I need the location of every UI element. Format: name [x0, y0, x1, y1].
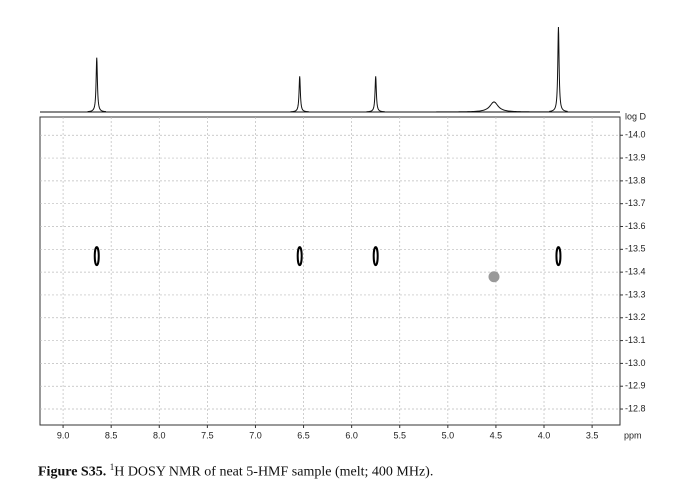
y-tick-label: -14.0	[625, 130, 646, 140]
cross-peak	[372, 246, 379, 267]
cross-peak	[296, 246, 303, 267]
projection-peak	[290, 76, 309, 113]
cross-peak	[93, 246, 100, 267]
plot-frame	[39, 116, 621, 426]
chart: log D ppm 9.0 8.5 8.0 7.5 7.0 6.5 6.0 5.5 5.0 4.5…	[39, 26, 647, 440]
projection-peak	[366, 76, 385, 113]
x-tick-label: 8.5	[105, 430, 118, 440]
x-tick-label: 5.0	[442, 430, 455, 440]
x-tick-label: 6.0	[345, 430, 358, 440]
y-tick-label: -12.9	[625, 381, 646, 391]
caption-superscript: 1	[109, 462, 115, 472]
x-tick-label: 7.0	[249, 430, 262, 440]
cross-peak	[488, 271, 500, 283]
x-tick-label: 8.0	[153, 430, 166, 440]
projection-peak	[436, 101, 552, 113]
projection-peak	[549, 26, 568, 112]
caption-label: Figure S35.	[38, 464, 107, 480]
x-tick-label: 4.0	[538, 430, 551, 440]
x-tick-label: 5.5	[393, 430, 406, 440]
x-tick-label: 4.5	[490, 430, 503, 440]
y-axis-label: log D	[625, 111, 647, 121]
x-tick-label: 7.5	[201, 430, 214, 440]
y-tick-label: -13.2	[625, 312, 646, 322]
cross-peak	[555, 246, 562, 267]
y-tick-label: -13.7	[625, 198, 646, 208]
y-tick-label: -13.3	[625, 289, 646, 299]
caption: Figure S35. 1H DOSY NMR of neat 5-HMF sa…	[38, 462, 433, 481]
caption-text: H DOSY NMR of neat 5-HMF sample (melt; 4…	[114, 464, 434, 480]
projection-peak	[87, 57, 107, 113]
y-tick-label: -13.4	[625, 267, 646, 277]
x-tick-label: 9.0	[57, 430, 70, 440]
y-tick-label: -13.0	[625, 358, 646, 368]
y-tick-label: -13.5	[625, 244, 646, 254]
y-tick-label: -12.8	[625, 403, 646, 413]
y-tick-label: -13.9	[625, 152, 646, 162]
y-tick-label: -13.1	[625, 335, 646, 345]
y-tick-label: -13.6	[625, 221, 646, 231]
x-tick-label: 3.5	[586, 430, 599, 440]
y-tick-label: -13.8	[625, 175, 646, 185]
x-axis-label: ppm	[624, 430, 642, 440]
x-tick-label: 6.5	[297, 430, 310, 440]
